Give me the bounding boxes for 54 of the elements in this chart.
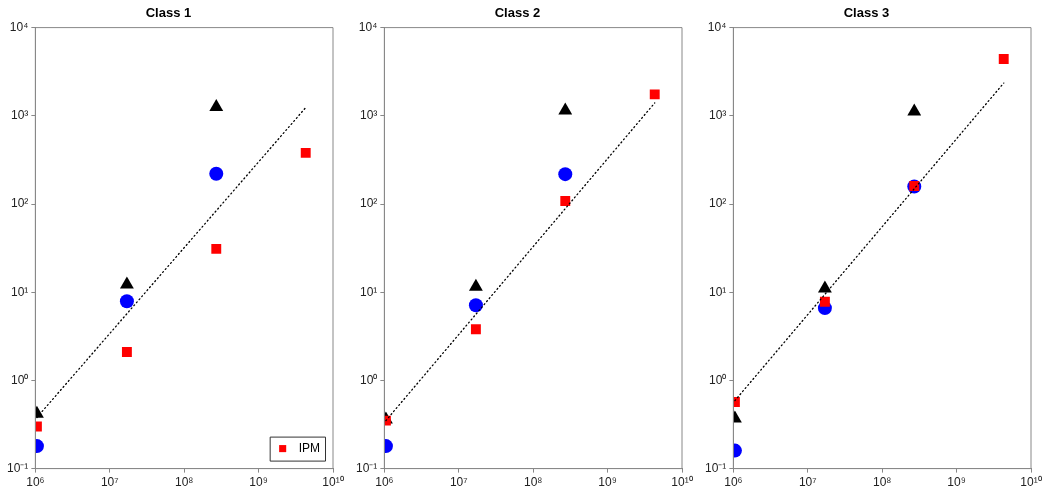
x-tick-label: 10⁹ — [249, 475, 268, 490]
y-tick-label: 10¹ — [709, 284, 727, 299]
y-tick-label: 10⁰ — [708, 372, 727, 387]
point — [470, 324, 481, 335]
x-tick-label: 10⁶ — [375, 475, 394, 490]
x-tick-label: 10⁷ — [449, 475, 468, 490]
y-tick-label: 10⁴ — [9, 19, 29, 34]
x-tick-label: 10¹⁰ — [671, 475, 693, 490]
x-tick-label: 10⁸ — [872, 475, 892, 490]
legend-label: IPM — [298, 440, 321, 455]
y-tick-label: 10² — [360, 196, 378, 211]
y-tick-label: 10³ — [11, 108, 29, 123]
point — [649, 89, 660, 100]
y-tick-label: 10⁴ — [358, 19, 378, 34]
x-tick-label: 10⁸ — [174, 475, 194, 490]
point — [300, 147, 311, 158]
point — [121, 347, 132, 357]
point — [907, 103, 922, 116]
x-tick-label: 10⁸ — [523, 475, 543, 490]
chart-title: Class 1 — [145, 5, 192, 21]
point — [119, 276, 134, 289]
y-tick-label: 10¹ — [360, 284, 378, 299]
y-tick-label: 10⁴ — [707, 19, 727, 34]
x-tick-label: 10⁹ — [947, 475, 966, 490]
point — [468, 298, 483, 313]
y-tick-label: 10⁰ — [10, 372, 29, 387]
y-tick-label: 10⁰ — [359, 372, 378, 387]
x-tick-label: 10⁷ — [798, 475, 817, 490]
point — [209, 98, 224, 111]
point — [558, 102, 573, 115]
x-tick-label: 10¹⁰ — [322, 475, 344, 490]
y-tick-label: 10¹ — [11, 284, 29, 299]
y-tick-label: 10⁻¹ — [356, 460, 378, 475]
y-tick-label: 10² — [709, 196, 727, 211]
point — [817, 280, 832, 293]
point — [211, 243, 222, 254]
point — [819, 296, 830, 307]
y-tick-label: 10² — [11, 196, 29, 211]
x-tick-label: 10⁷ — [100, 475, 119, 490]
point — [558, 167, 573, 182]
chart-title: Class 3 — [843, 5, 890, 21]
x-tick-label: 10⁶ — [26, 475, 45, 490]
y-tick-label: 10³ — [709, 108, 727, 123]
x-tick-label: 10⁶ — [724, 475, 743, 490]
point — [998, 54, 1009, 64]
point — [209, 166, 224, 181]
chart-title: Class 2 — [494, 5, 541, 21]
y-tick-label: 10⁻¹ — [705, 460, 727, 475]
point — [119, 294, 134, 309]
point — [560, 196, 571, 206]
y-tick-label: 10⁻¹ — [7, 460, 29, 475]
x-tick-label: 10⁹ — [598, 475, 617, 490]
x-tick-label: 10¹⁰ — [1020, 475, 1042, 490]
y-tick-label: 10³ — [360, 108, 378, 123]
